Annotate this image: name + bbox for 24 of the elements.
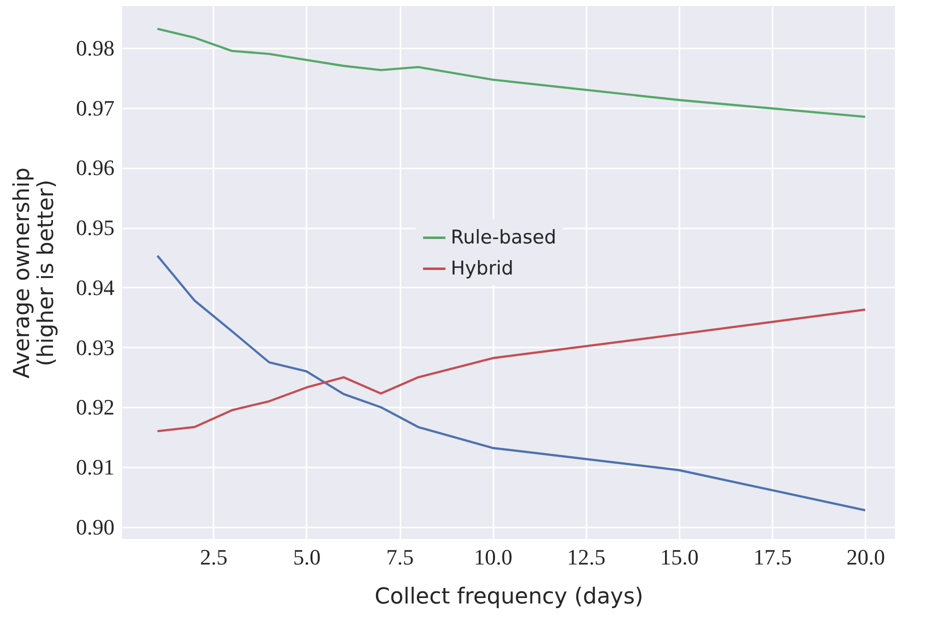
y-axis-title: Average ownership (higher is better) <box>10 168 59 378</box>
line-series <box>156 308 866 432</box>
x-tick-label: 7.5 <box>386 544 414 570</box>
line-series <box>156 28 866 118</box>
x-tick-label: 5.0 <box>293 544 321 570</box>
line-series <box>156 254 866 512</box>
y-tick-label: 0.90 <box>76 514 114 540</box>
y-tick-label: 0.98 <box>76 35 114 60</box>
y-tick-label: 0.95 <box>76 215 114 240</box>
y-tick-label: 0.93 <box>76 334 114 360</box>
y-tick-label: 0.97 <box>76 95 114 120</box>
y-tick-label: 0.94 <box>76 274 114 300</box>
x-tick-label: 10.0 <box>474 544 512 570</box>
legend-label: Hybrid <box>450 258 514 280</box>
y-tick-label: 0.91 <box>76 454 114 480</box>
legend-label: Rule-based <box>450 226 556 249</box>
x-tick-label: 17.5 <box>753 544 792 570</box>
x-tick-label: 12.5 <box>567 544 606 570</box>
x-tick-label: 15.0 <box>660 544 699 570</box>
x-tick-label: 20.0 <box>846 544 885 570</box>
y-tick-label: 0.92 <box>76 394 114 420</box>
y-tick-label: 0.96 <box>76 155 114 180</box>
x-tick-label: 2.5 <box>200 544 228 570</box>
x-axis-title: Collect frequency (days) <box>374 584 644 610</box>
